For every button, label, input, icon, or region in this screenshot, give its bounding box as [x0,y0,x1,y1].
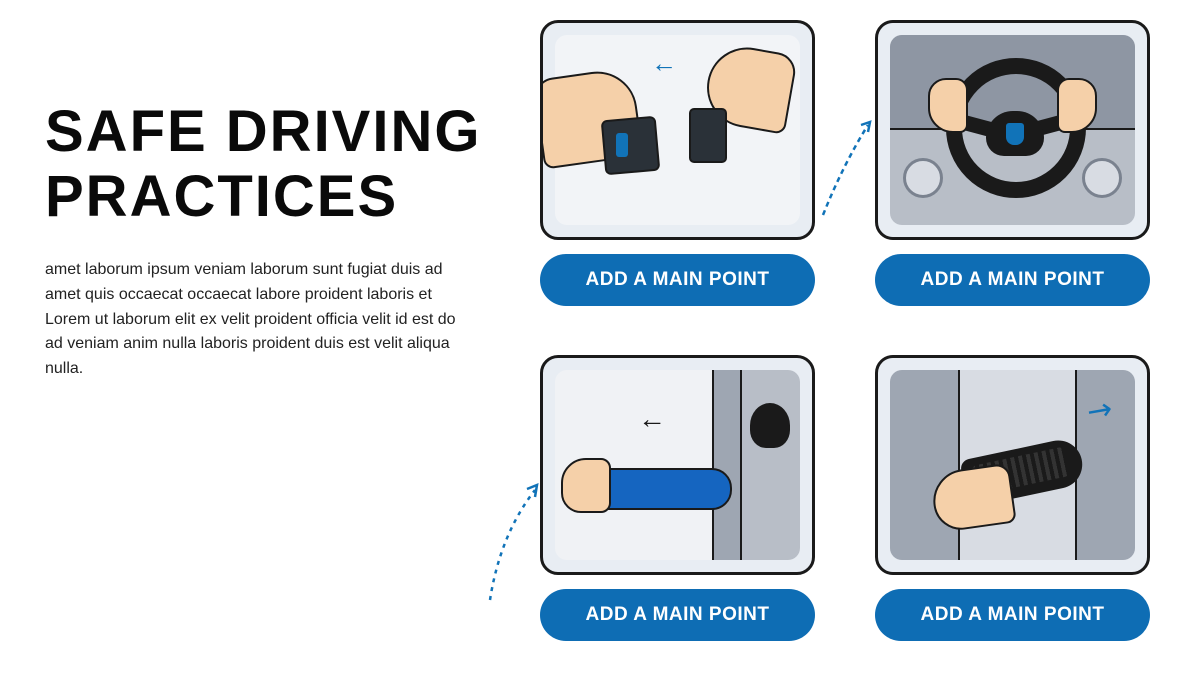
pill-label-4: ADD A MAIN POINT [875,589,1150,641]
arrow-left-icon: ← [638,403,666,435]
illustration-arm-signal: ← [540,355,815,575]
slide-body: amet laborum ipsum veniam laborum sunt f… [45,258,465,382]
card-steering: ADD A MAIN POINT [875,20,1150,306]
illustration-steering [875,20,1150,240]
text-section: SAFE DRIVING PRACTICES amet laborum ipsu… [45,100,485,382]
card-seatbelt: ← ADD A MAIN POINT [540,20,815,306]
pill-label-2: ADD A MAIN POINT [875,254,1150,306]
card-handbrake: ↗ ADD A MAIN POINT [875,355,1150,641]
arrow-left-icon: ← [651,48,677,79]
slide-title: SAFE DRIVING PRACTICES [45,100,485,230]
illustration-handbrake: ↗ [875,355,1150,575]
infographic-grid: ← ADD A MAIN POINT ADD A MAIN POINT [530,20,1170,655]
pill-label-1: ADD A MAIN POINT [540,254,815,306]
illustration-seatbelt: ← [540,20,815,240]
pill-label-3: ADD A MAIN POINT [540,589,815,641]
connector-arrow-top [818,115,878,225]
card-arm-signal: ← ADD A MAIN POINT [540,355,815,641]
